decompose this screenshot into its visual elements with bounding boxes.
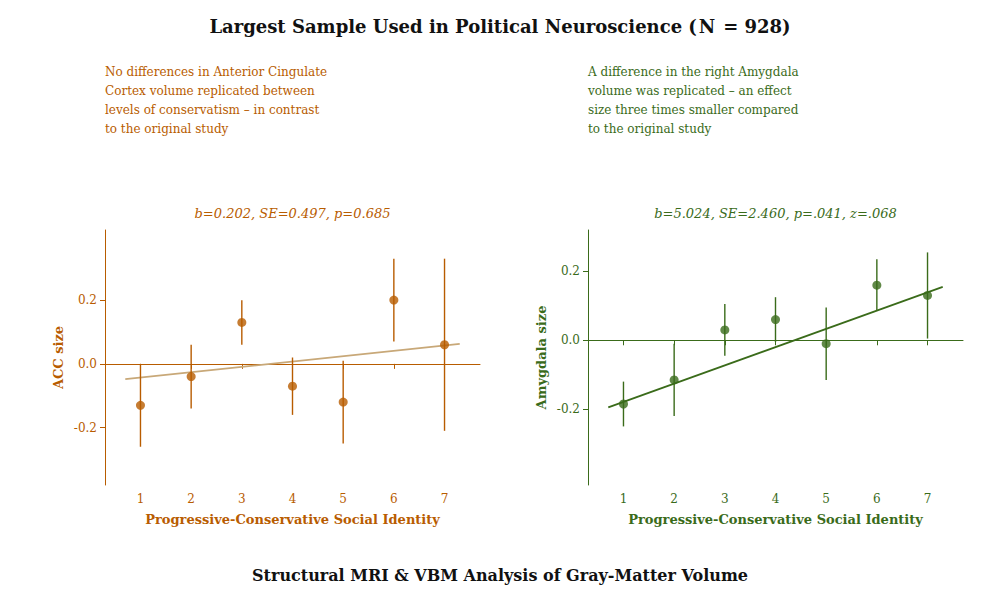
svg-text:6: 6 [390, 492, 398, 506]
svg-text:A difference in the right Amyg: A difference in the right Amygdala [587, 65, 799, 79]
svg-text:Largest Sample Used in Politic: Largest Sample Used in Political Neurosc… [209, 16, 790, 37]
svg-text:Structural MRI & VBM Analysis: Structural MRI & VBM Analysis of Gray-Ma… [252, 566, 748, 585]
svg-text:to the original study: to the original study [105, 122, 229, 136]
svg-text:Progressive-Conservative Socia: Progressive-Conservative Social Identity [145, 512, 440, 527]
svg-text:Cortex volume replicated betwe: Cortex volume replicated between [105, 84, 315, 98]
svg-text:2: 2 [670, 492, 678, 506]
svg-text:No differences in Anterior Cin: No differences in Anterior Cingulate [105, 65, 327, 79]
svg-text:6: 6 [873, 492, 881, 506]
svg-text:Progressive-Conservative Socia: Progressive-Conservative Social Identity [628, 512, 923, 527]
svg-text:0.2: 0.2 [561, 264, 580, 278]
svg-text:volume was replicated – an eff: volume was replicated – an effect [587, 84, 792, 98]
svg-text:3: 3 [238, 492, 246, 506]
svg-text:0.2: 0.2 [78, 293, 97, 307]
svg-text:ACC size: ACC size [51, 326, 66, 390]
svg-text:3: 3 [721, 492, 729, 506]
svg-text:levels of conservatism – in co: levels of conservatism – in contrast [105, 103, 319, 117]
svg-text:4: 4 [772, 492, 780, 506]
svg-text:Amygdala size: Amygdala size [534, 306, 549, 411]
svg-text:-0.2: -0.2 [557, 402, 580, 416]
svg-text:to the original study: to the original study [588, 122, 712, 136]
svg-text:0.0: 0.0 [561, 333, 580, 347]
svg-text:b=0.202, SE=0.497, p=0.685: b=0.202, SE=0.497, p=0.685 [195, 206, 391, 221]
svg-text:2: 2 [187, 492, 195, 506]
svg-text:5: 5 [339, 492, 347, 506]
svg-text:0.0: 0.0 [78, 357, 97, 371]
svg-text:5: 5 [822, 492, 830, 506]
svg-text:4: 4 [289, 492, 297, 506]
svg-text:b=5.024, SE=2.460, p=.041, z=.: b=5.024, SE=2.460, p=.041, z=.068 [654, 206, 897, 221]
svg-text:1: 1 [137, 492, 145, 506]
svg-text:1: 1 [620, 492, 628, 506]
svg-text:7: 7 [441, 492, 449, 506]
svg-text:7: 7 [924, 492, 932, 506]
svg-text:size three times smaller compa: size three times smaller compared [588, 103, 799, 117]
svg-text:-0.2: -0.2 [74, 421, 97, 435]
